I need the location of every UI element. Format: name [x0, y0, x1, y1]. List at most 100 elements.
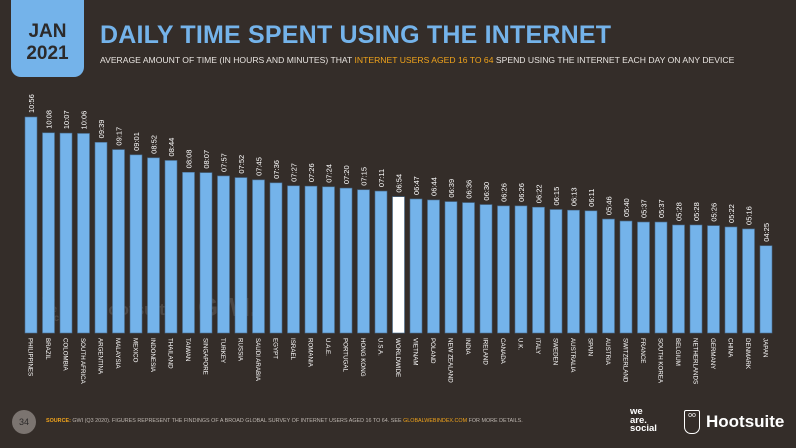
bar-colombia — [59, 132, 73, 334]
bar-russia — [234, 177, 248, 334]
bar-brazil — [42, 132, 55, 334]
bar-denmark — [742, 228, 755, 334]
category-label: AUSTRIA — [604, 338, 611, 366]
value-label: 05:40 — [622, 198, 631, 217]
value-label: 08:44 — [167, 138, 176, 157]
bar-thailand — [164, 160, 178, 334]
value-label: 06:47 — [412, 176, 421, 195]
category-label: DENMARK — [744, 338, 751, 370]
bar-new-zealand — [444, 201, 458, 334]
category-label: EGYPT — [272, 338, 279, 359]
category-label: SINGAPORE — [202, 338, 209, 375]
value-label: 05:26 — [710, 203, 719, 222]
value-label: 06:13 — [570, 187, 579, 206]
value-label: 07:24 — [325, 164, 334, 183]
category-label: BELGIUM — [674, 338, 681, 366]
bar-saudi-arabia — [252, 179, 265, 334]
category-label: WORLDWIDE — [394, 338, 401, 377]
category-label: TURKEY — [219, 338, 226, 363]
value-label: 06:22 — [535, 184, 544, 203]
bar-india — [462, 202, 475, 334]
value-label: 10:06 — [80, 111, 89, 130]
category-label: VIETNAM — [412, 338, 419, 366]
category-label: GERMANY — [709, 338, 716, 369]
bar-singapore — [199, 172, 213, 334]
category-label: ARGENTINA — [97, 338, 104, 375]
bar-canada — [497, 205, 510, 334]
value-label: 07:20 — [342, 165, 351, 184]
category-label: SAUDI ARABIA — [254, 338, 261, 382]
bar-switzerland — [619, 220, 633, 334]
bar-south-africa — [77, 133, 90, 334]
value-label: 06:54 — [395, 174, 404, 193]
category-label: JAPAN — [762, 338, 769, 357]
bar-israel — [287, 185, 300, 334]
category-label: NETHERLANDS — [692, 338, 699, 384]
bar-u-k- — [514, 205, 528, 334]
bar-worldwide — [392, 196, 405, 334]
category-label: INDONESIA — [149, 338, 156, 373]
category-label: BRAZIL — [44, 338, 51, 360]
page-title: DAILY TIME SPENT USING THE INTERNET — [100, 21, 612, 49]
value-label: 07:57 — [220, 153, 229, 172]
bar-indonesia — [147, 157, 160, 334]
bar-ireland — [479, 204, 493, 334]
category-label: CANADA — [499, 338, 506, 365]
bar-spain — [584, 210, 598, 334]
category-label: RUSSIA — [237, 338, 244, 362]
bar-sweden — [549, 209, 563, 334]
bar-turkey — [217, 175, 230, 334]
bar-u-a-e- — [322, 186, 335, 334]
category-label: PHILIPPINES — [27, 338, 34, 376]
value-label: 05:16 — [745, 206, 754, 225]
category-label: U.A.E. — [324, 338, 331, 356]
bar-argentina — [94, 142, 108, 334]
value-label: 05:28 — [675, 202, 684, 221]
value-label: 07:52 — [237, 155, 246, 174]
source-link[interactable]: GLOBALWEBINDEX.COM — [403, 418, 468, 424]
value-label: 07:36 — [272, 160, 281, 179]
category-label: COLOMBIA — [62, 338, 69, 372]
value-label: 06:26 — [500, 183, 509, 202]
value-label: 07:45 — [255, 157, 264, 176]
value-label: 08:07 — [202, 150, 211, 169]
value-label: 05:37 — [657, 199, 666, 218]
category-label: HONG KONG — [359, 338, 366, 377]
value-label: 05:28 — [692, 202, 701, 221]
category-label: POLAND — [429, 338, 436, 364]
value-label: 05:46 — [605, 196, 614, 215]
value-label: 07:15 — [360, 167, 369, 186]
category-label: IRELAND — [482, 338, 489, 365]
bar-egypt — [269, 182, 283, 334]
category-label: NEW ZEALAND — [447, 338, 454, 383]
value-label: 05:37 — [640, 199, 649, 218]
bar-japan — [759, 245, 773, 334]
bar-taiwan — [182, 172, 195, 334]
category-label: ROMANIA — [307, 338, 314, 368]
value-label: 04:25 — [762, 223, 771, 242]
category-label: U.S.A. — [377, 338, 384, 356]
category-label: MEXICO — [132, 338, 139, 363]
bar-italy — [532, 206, 545, 334]
value-label: 10:07 — [62, 110, 71, 129]
category-label: FRANCE — [639, 338, 646, 363]
category-label: MALAYSIA — [114, 338, 121, 369]
bar-south-korea — [654, 221, 668, 334]
value-label: 06:39 — [447, 179, 456, 198]
value-label: 06:26 — [517, 183, 526, 202]
value-label: 07:27 — [290, 163, 299, 182]
page-subtitle: AVERAGE AMOUNT OF TIME (IN HOURS AND MIN… — [100, 55, 735, 65]
category-label: SOUTH AFRICA — [79, 338, 86, 385]
category-label: SOUTH KOREA — [657, 338, 664, 384]
bar-u-s-a- — [374, 190, 388, 334]
date-badge: JAN 2021 — [11, 0, 84, 77]
value-label: 10:56 — [27, 94, 36, 113]
category-label: INDIA — [464, 338, 471, 355]
bar-vietnam — [409, 198, 423, 334]
value-label: 07:11 — [377, 169, 386, 187]
date-month: JAN — [28, 21, 67, 42]
category-label: CHINA — [727, 338, 734, 358]
bar-malaysia — [112, 149, 125, 334]
bar-mexico — [129, 154, 143, 334]
value-label: 06:30 — [482, 182, 491, 201]
